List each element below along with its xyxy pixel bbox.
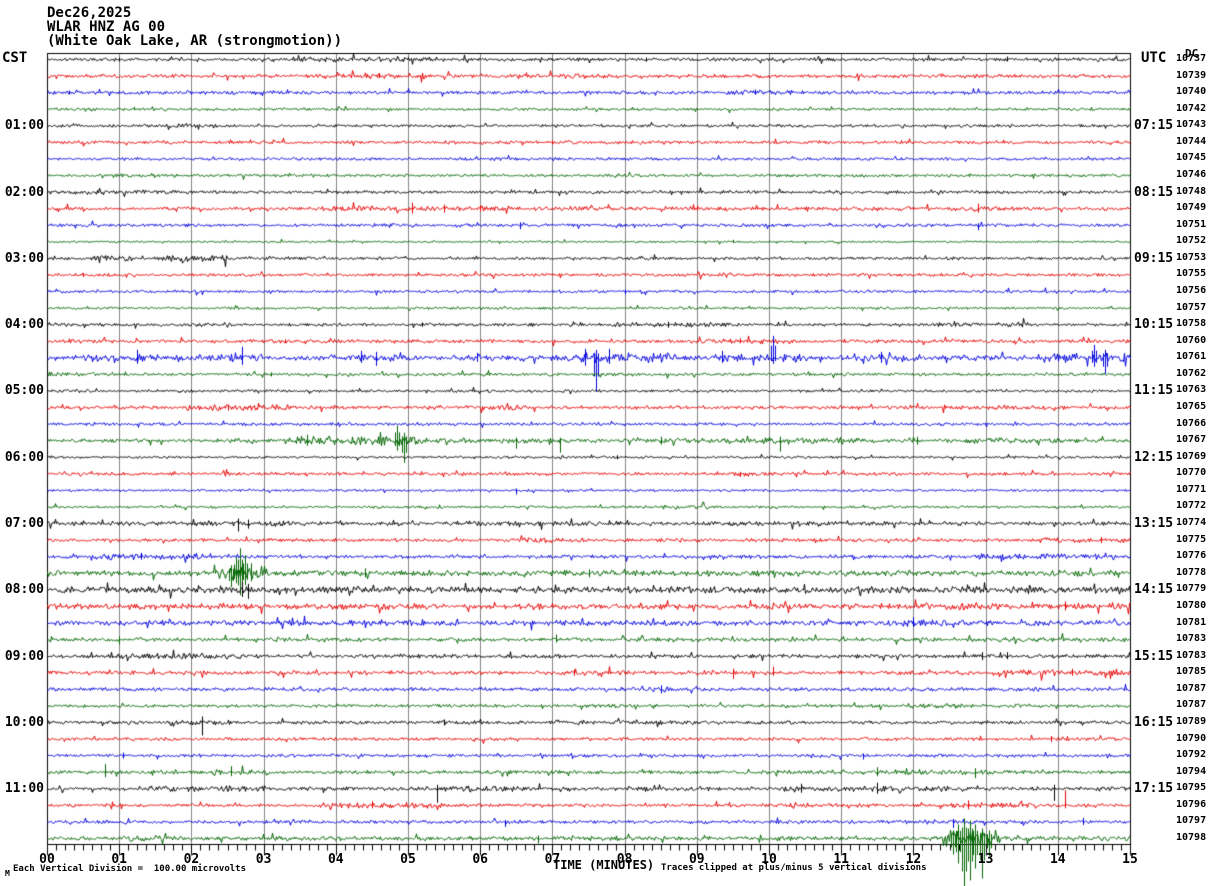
cst-hour-label: 02:00 xyxy=(4,184,44,200)
dc-offset-value: 10766 xyxy=(1176,417,1207,429)
dc-offset-value: 10787 xyxy=(1176,682,1207,694)
dc-offset-value: 10749 xyxy=(1176,202,1207,214)
cst-hour-label: 05:00 xyxy=(4,383,44,399)
title-date: Dec26,2025 xyxy=(47,5,132,21)
minute-tick-label: 07 xyxy=(544,852,561,867)
utc-hour-label: 08:15 xyxy=(1134,184,1174,200)
dc-offset-value: 10752 xyxy=(1176,235,1207,247)
dc-offset-value: 10765 xyxy=(1176,401,1207,413)
minute-tick-label: 01 xyxy=(111,852,128,867)
dc-offset-value: 10774 xyxy=(1176,517,1207,529)
dc-offset-value: 10771 xyxy=(1176,483,1207,495)
dc-offset-value: 10796 xyxy=(1176,798,1207,810)
dc-offset-value: 10758 xyxy=(1176,318,1207,330)
dc-offset-value: 10776 xyxy=(1176,550,1207,562)
utc-hour-label: 12:15 xyxy=(1134,449,1174,465)
dc-offset-value: 10785 xyxy=(1176,666,1207,678)
utc-hour-label: 13:15 xyxy=(1134,516,1174,532)
minute-tick-label: 13 xyxy=(977,852,994,867)
minute-tick-label: 14 xyxy=(1049,852,1066,867)
dc-offset-value: 10746 xyxy=(1176,169,1207,181)
scale-note: Each Vertical Division = 100.00 microvol… xyxy=(13,864,246,874)
cst-hour-label: 04:00 xyxy=(4,317,44,333)
dc-offset-value: 10792 xyxy=(1176,749,1207,761)
cst-hour-label: 09:00 xyxy=(4,648,44,664)
utc-hour-label: 17:15 xyxy=(1134,781,1174,797)
minute-tick-label: 08 xyxy=(616,852,633,867)
utc-hour-label: 09:15 xyxy=(1134,250,1174,266)
cst-hour-label: 08:00 xyxy=(4,582,44,598)
minute-tick-label: 15 xyxy=(1122,852,1138,867)
dc-offset-value: 10767 xyxy=(1176,434,1207,446)
minute-tick-label: 00 xyxy=(39,852,55,867)
utc-hour-label: 14:15 xyxy=(1134,582,1174,598)
minute-tick-label: 02 xyxy=(183,852,200,867)
dc-offset-value: 10748 xyxy=(1176,185,1207,197)
dc-offset-value: 10770 xyxy=(1176,467,1207,479)
utc-hour-label: 16:15 xyxy=(1134,714,1174,730)
left-timezone-label: CST xyxy=(2,50,28,66)
dc-offset-value: 10756 xyxy=(1176,285,1207,297)
dc-offset-value: 10760 xyxy=(1176,334,1207,346)
dc-offset-value: 10795 xyxy=(1176,782,1207,794)
dc-offset-value: 10775 xyxy=(1176,533,1207,545)
dc-offset-value: 10757 xyxy=(1176,301,1207,313)
dc-offset-value: 10783 xyxy=(1176,649,1207,661)
minute-tick-label: 06 xyxy=(472,852,489,867)
dc-offset-value: 10794 xyxy=(1176,765,1207,777)
minute-tick-label: 10 xyxy=(761,852,777,867)
dc-offset-value: 10761 xyxy=(1176,351,1207,363)
dc-offset-value: 10769 xyxy=(1176,450,1207,462)
cst-hour-label: 01:00 xyxy=(4,118,44,134)
dc-offset-value: 10743 xyxy=(1176,119,1207,131)
cst-hour-label: 03:00 xyxy=(4,250,44,266)
dc-offset-value: 10744 xyxy=(1176,135,1207,147)
dc-offset-value: 10753 xyxy=(1176,251,1207,263)
right-timezone-label: UTC xyxy=(1141,50,1167,66)
x-axis-title: TIME (MINUTES) xyxy=(553,858,655,872)
minute-tick-label: 04 xyxy=(327,852,344,867)
dc-offset-value: 10737 xyxy=(1176,53,1207,64)
dc-offset-value: 10755 xyxy=(1176,268,1207,280)
dc-offset-value: 10789 xyxy=(1176,715,1207,727)
dc-offset-value: 10790 xyxy=(1176,732,1207,744)
dc-offset-value: 10798 xyxy=(1176,831,1207,843)
dc-offset-value: 10739 xyxy=(1176,69,1207,81)
dc-offset-value: 10780 xyxy=(1176,599,1207,611)
dc-offset-value: 10763 xyxy=(1176,384,1207,396)
dc-offset-value: 10778 xyxy=(1176,566,1207,578)
title-location: (White Oak Lake, AR (strongmotion)) xyxy=(47,33,343,49)
dc-offset-value: 10781 xyxy=(1176,616,1207,628)
minute-tick-label: 03 xyxy=(255,852,272,867)
utc-hour-label: 15:15 xyxy=(1134,648,1174,664)
utc-hour-label: 10:15 xyxy=(1134,317,1174,333)
cst-hour-label: 06:00 xyxy=(4,449,44,465)
dc-offset-value: 10742 xyxy=(1176,102,1207,114)
dc-column-header: DC xyxy=(1185,47,1199,60)
clip-note: Traces clipped at plus/minus 5 vertical … xyxy=(661,863,927,873)
cst-hour-label: 07:00 xyxy=(4,516,44,532)
title-station: WLAR HNZ AG 00 xyxy=(47,19,166,35)
utc-hour-label: 07:15 xyxy=(1134,118,1174,134)
cst-hour-label: 11:00 xyxy=(4,781,44,797)
dc-offset-value: 10762 xyxy=(1176,367,1207,379)
dc-offset-value: 10783 xyxy=(1176,633,1207,645)
minute-tick-label: 05 xyxy=(400,852,416,867)
dc-offset-value: 10787 xyxy=(1176,699,1207,711)
utc-hour-label: 11:15 xyxy=(1134,383,1174,399)
cst-hour-label: 10:00 xyxy=(4,714,44,730)
dc-offset-value: 10740 xyxy=(1176,86,1207,98)
dc-offset-value: 10797 xyxy=(1176,815,1207,827)
minute-tick-label: 12 xyxy=(905,852,922,867)
minute-tick-label: 11 xyxy=(833,852,850,867)
dc-offset-value: 10772 xyxy=(1176,500,1207,512)
dc-offset-value: 10779 xyxy=(1176,583,1207,595)
minute-tick-label: 09 xyxy=(688,852,705,867)
corner-mark: M xyxy=(5,869,10,878)
dc-offset-value: 10751 xyxy=(1176,218,1207,230)
dc-offset-value: 10745 xyxy=(1176,152,1207,164)
